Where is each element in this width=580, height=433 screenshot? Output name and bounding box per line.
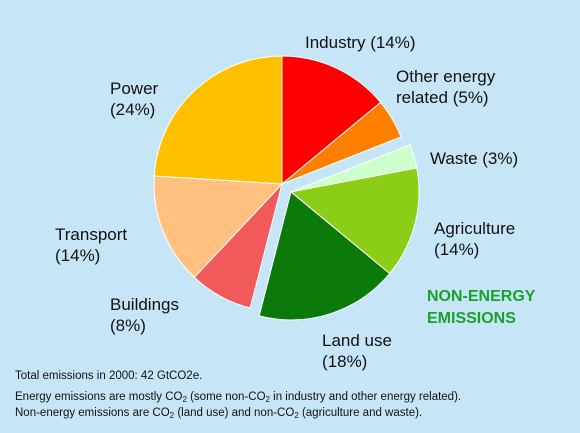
footnote-total: Total emissions in 2000: 42 GtCO2e. xyxy=(15,370,203,382)
label-agriculture: Agriculture (14%) xyxy=(434,219,516,259)
label-other-energy: Other energy related (5%) xyxy=(396,67,496,107)
pie-slice-other-energy-related xyxy=(281,101,402,185)
label-buildings: Buildings (8%) xyxy=(110,295,179,335)
label-transport: Transport (14%) xyxy=(55,225,128,265)
label-land-use: Land use (18%) xyxy=(322,331,392,371)
label-waste: Waste (3%) xyxy=(430,149,519,168)
pie-slice-transport xyxy=(153,175,284,279)
label-industry: Industry (14%) xyxy=(305,33,416,52)
label-power: Power (24%) xyxy=(110,79,159,119)
pie-slice-industry xyxy=(281,55,382,186)
pie-slice-power xyxy=(153,55,283,185)
footnote-energy: Energy emissions are mostly CO2 (some no… xyxy=(15,391,462,404)
non-energy-emissions-label: NON-ENERGY EMISSIONS xyxy=(427,288,536,327)
pie-slice-land-use xyxy=(258,191,391,321)
pie-slice-agriculture xyxy=(289,167,420,275)
footnote-non-energy: Non-energy emissions are CO2 (land use) … xyxy=(15,407,423,420)
